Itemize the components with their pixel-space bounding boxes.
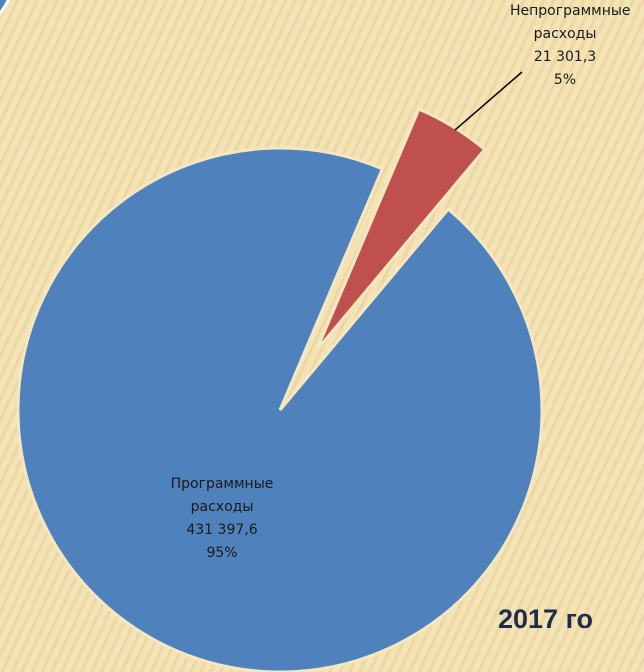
leader-line	[454, 71, 523, 131]
slice-name: Программные расходы	[170, 476, 274, 515]
pie-slice	[315, 107, 487, 352]
slice-value: 431 397,6	[186, 522, 258, 538]
chart-title: 2017 го	[498, 604, 593, 634]
slice-percent: 5%	[553, 72, 577, 88]
slice-percent: 95%	[206, 545, 238, 561]
pie	[16, 107, 544, 672]
slice-label: Непрограммные расходы 21 301,3 5%	[500, 0, 631, 92]
slice-name: Непрограммные расходы	[510, 3, 631, 42]
slice-label: Программные расходы 431 397,6 95%	[157, 473, 287, 565]
decor-circle	[0, 0, 11, 16]
pie-slice	[16, 146, 544, 672]
slice-value: 21 301,3	[533, 49, 597, 65]
